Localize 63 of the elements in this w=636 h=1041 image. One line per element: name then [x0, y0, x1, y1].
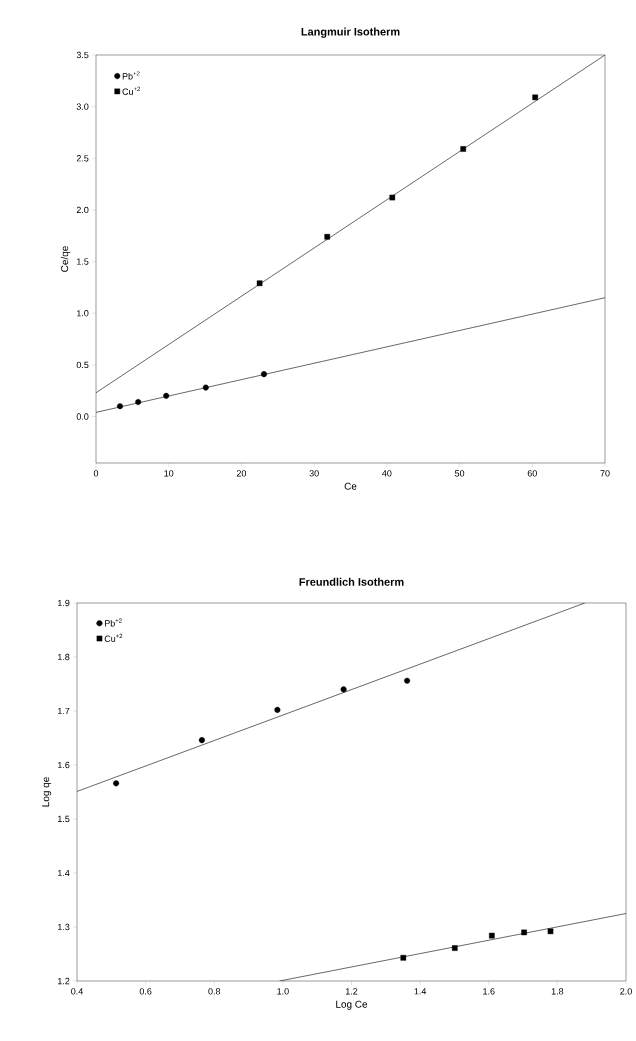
- point: [340, 686, 347, 693]
- x-tick-label: 0.6: [139, 988, 152, 995]
- point: [324, 233, 331, 240]
- x-tick-label: 40: [382, 470, 392, 477]
- x-tick-label: 0.8: [208, 988, 221, 995]
- x-tick-label: 1.6: [483, 988, 495, 995]
- x-tick-label: 30: [309, 470, 319, 477]
- y-tick-label: 0.5: [76, 361, 89, 369]
- point: [532, 94, 538, 101]
- point: [547, 928, 554, 935]
- x-axis-title: Log Ce: [336, 1000, 368, 1010]
- chart-title: Freundlich Isotherm: [299, 577, 404, 586]
- legend-label: Cu$^{+2}$: [104, 633, 123, 642]
- point: [460, 146, 466, 152]
- y-tick-label: 1.9: [58, 599, 70, 607]
- point: [113, 780, 120, 787]
- x-axis-title: Ce: [344, 482, 357, 490]
- legend-label: Pb$^{+2}$: [104, 618, 122, 627]
- chart-title: Langmuir Isotherm: [301, 27, 400, 38]
- point: [404, 677, 411, 684]
- y-tick-label: 2.5: [76, 155, 89, 162]
- x-tick-label: 10: [164, 470, 174, 477]
- y-tick-label: 1.0: [77, 310, 89, 317]
- x-tick-label: 0.4: [71, 988, 83, 995]
- point: [389, 194, 396, 201]
- y-tick-label: 1.6: [58, 761, 70, 769]
- x-tick-label: 20: [236, 470, 247, 477]
- point: [489, 932, 495, 939]
- x-tick-label: 50: [454, 470, 465, 477]
- y-tick-label: 1.7: [58, 707, 70, 715]
- point: [256, 280, 263, 287]
- x-tick-label: 0: [93, 470, 99, 477]
- point: [400, 954, 407, 961]
- y-tick-label: 1.2: [58, 977, 70, 985]
- point: [198, 737, 205, 744]
- x-tick-label: 1.8: [551, 988, 564, 995]
- x-tick-label: 70: [600, 470, 610, 477]
- x-tick-label: 60: [527, 470, 537, 477]
- legend-label: Pb$^{+2}$: [122, 71, 140, 80]
- y-tick-label: 1.5: [77, 258, 89, 265]
- point: [521, 929, 527, 936]
- point: [451, 945, 458, 951]
- point: [260, 371, 267, 378]
- point: [202, 384, 209, 391]
- y-tick-label: 2.0: [76, 206, 89, 214]
- y-axis-title: Ce/qe: [60, 246, 71, 272]
- y-tick-label: 1.4: [58, 869, 70, 877]
- point: [117, 403, 123, 410]
- y-tick-label: 1.3: [58, 923, 70, 931]
- x-tick-label: 2.0: [620, 988, 632, 995]
- x-tick-label: 1.2: [345, 988, 358, 995]
- y-tick-label: 1.8: [58, 653, 70, 661]
- y-tick-label: 3.0: [76, 103, 89, 110]
- y-tick-label: 1.5: [58, 815, 70, 823]
- x-tick-label: 1.0: [277, 988, 289, 995]
- y-tick-label: 3.5: [76, 51, 89, 59]
- legend-label: Cu$^{+2}$: [122, 86, 141, 95]
- point: [274, 706, 281, 713]
- y-tick-label: 0.0: [76, 413, 89, 420]
- x-tick-label: 1.4: [414, 988, 427, 995]
- y-axis-title: Log qe: [42, 777, 52, 807]
- point: [163, 392, 170, 399]
- point: [135, 399, 142, 406]
